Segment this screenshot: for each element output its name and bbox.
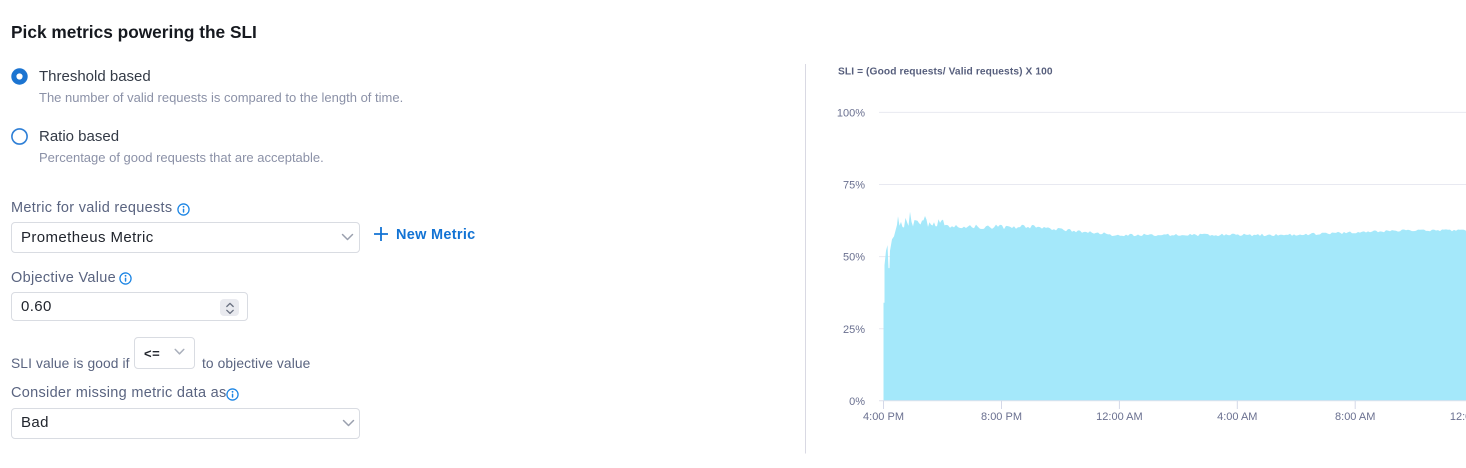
svg-text:50%: 50% [843, 252, 865, 264]
svg-text:4:00 PM: 4:00 PM [863, 411, 904, 423]
svg-text:SLI = (Good requests/ Valid re: SLI = (Good requests/ Valid requests) X … [838, 67, 1053, 78]
svg-text:25%: 25% [843, 324, 865, 336]
svg-text:12:00 AM: 12:00 AM [1096, 411, 1142, 423]
svg-text:8:00 AM: 8:00 AM [1335, 411, 1375, 423]
svg-text:100%: 100% [837, 108, 865, 120]
svg-text:8:00 PM: 8:00 PM [981, 411, 1022, 423]
svg-text:12:00 AM: 12:00 AM [1450, 411, 1466, 423]
svg-text:75%: 75% [843, 180, 865, 192]
svg-text:0%: 0% [849, 396, 865, 408]
svg-text:4:00 AM: 4:00 AM [1217, 411, 1257, 423]
